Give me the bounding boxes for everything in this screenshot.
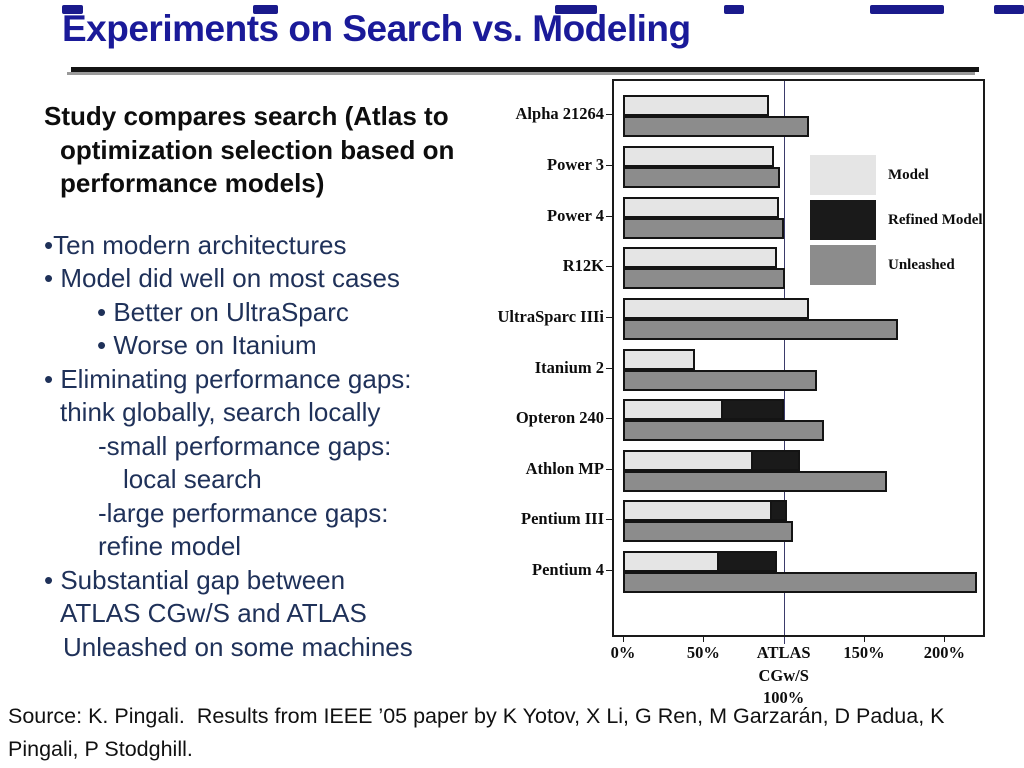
bar-unleashed-2 xyxy=(623,217,784,239)
bar-model-3 xyxy=(623,247,778,269)
category-label: Power 4 xyxy=(547,205,604,225)
body-heading-line: Study compares search (Atlas to xyxy=(44,101,449,131)
category-label: Opteron 240 xyxy=(515,408,604,428)
bar-unleashed-0 xyxy=(623,116,810,138)
bar-unleashed-8 xyxy=(623,521,794,543)
body-bullet-line: • Model did well on most cases xyxy=(44,263,400,293)
category-label: Pentium 4 xyxy=(532,560,604,580)
body-spacer xyxy=(44,201,514,229)
body-heading-line: optimization selection based on xyxy=(60,134,455,165)
legend-label: Refined Model xyxy=(888,212,983,228)
top-border-dash xyxy=(253,5,278,14)
y-axis-tick xyxy=(606,367,612,369)
bar-refined-model-6 xyxy=(720,399,784,421)
bar-model-1 xyxy=(623,145,775,167)
top-border-dash xyxy=(62,5,83,14)
body-bullet-line: local search xyxy=(123,464,262,494)
body-bullet-line: -large performance gaps: xyxy=(98,497,389,528)
body-bullet-line: • Eliminating performance gaps: xyxy=(44,363,412,394)
bar-model-9 xyxy=(623,551,720,573)
body-bullet-line: ATLAS CGw/S and ATLAS xyxy=(60,598,367,628)
bar-refined-model-7 xyxy=(751,449,800,471)
category-label: Pentium III xyxy=(521,509,604,529)
body-bullet-line: Unleashed on some machines xyxy=(63,631,413,662)
bar-unleashed-9 xyxy=(623,572,977,594)
bar-unleashed-7 xyxy=(623,470,887,492)
category-label: UltraSparc IIIi xyxy=(497,306,605,326)
body-bullet-line: think globally, search locally xyxy=(60,397,381,427)
top-border-dash xyxy=(994,5,1024,14)
bar-unleashed-4 xyxy=(623,318,898,340)
y-axis-tick xyxy=(606,114,612,116)
bar-model-5 xyxy=(623,348,696,370)
y-axis-tick xyxy=(606,164,612,166)
legend-swatch-model xyxy=(810,155,876,195)
y-axis-tick xyxy=(606,266,612,268)
bar-unleashed-3 xyxy=(623,268,786,290)
reference-line-100pct xyxy=(783,81,785,635)
x-axis-tick xyxy=(783,637,785,644)
title-underline-shadow xyxy=(67,72,975,75)
slide-title: Experiments on Search vs. Modeling xyxy=(62,8,691,49)
y-axis-tick xyxy=(606,215,612,217)
body-bullet-line: • Better on UltraSparc xyxy=(97,296,349,327)
category-label: Power 3 xyxy=(547,154,604,174)
x-axis-tick xyxy=(864,637,866,642)
category-label: Alpha 21264 xyxy=(515,104,604,124)
bar-model-6 xyxy=(623,399,723,421)
category-label: Athlon MP xyxy=(525,458,604,478)
x-axis-tick xyxy=(944,637,946,642)
bar-model-2 xyxy=(623,196,779,218)
top-border-dash xyxy=(870,5,944,14)
bar-model-4 xyxy=(623,297,810,319)
y-axis-tick xyxy=(606,418,612,420)
title-underline-black xyxy=(71,67,979,72)
body-text-block: Study compares search (Atlas to optimizat… xyxy=(44,100,514,664)
bar-model-0 xyxy=(623,95,770,117)
x-axis-tick xyxy=(703,637,705,642)
x-axis-tick-label: 150% xyxy=(843,643,885,662)
legend-swatch-refined-model xyxy=(810,200,876,240)
top-border-dash xyxy=(724,5,744,14)
x-axis-tick-label: 200% xyxy=(923,643,966,662)
y-axis-tick xyxy=(606,316,612,318)
bar-refined-model-9 xyxy=(717,551,778,573)
bar-refined-model-8 xyxy=(770,500,787,522)
bar-model-8 xyxy=(623,500,773,522)
top-border-dash xyxy=(555,5,597,14)
body-bullet-line: • Worse on Itanium xyxy=(97,330,317,360)
y-axis-tick xyxy=(606,519,612,521)
legend-label: Model xyxy=(888,167,929,183)
bar-model-7 xyxy=(623,449,754,471)
x-axis-tick-label: 0% xyxy=(610,643,636,662)
category-label: Itanium 2 xyxy=(534,357,604,377)
y-axis-tick xyxy=(606,570,612,572)
bar-unleashed-5 xyxy=(623,369,818,391)
legend-label: Unleashed xyxy=(888,257,955,273)
x-axis-tick-label: ATLAS CGw/S 100% xyxy=(756,643,811,707)
bar-unleashed-1 xyxy=(623,166,781,188)
legend-swatch-unleashed xyxy=(810,245,876,285)
body-bullet-line: refine model xyxy=(98,531,242,561)
body-bullet-line: •Ten modern architectures xyxy=(44,229,347,260)
body-bullet-line: • Substantial gap between xyxy=(44,564,346,595)
source-citation: Source: K. Pingali. Results from IEEE ’0… xyxy=(8,704,951,761)
x-axis-tick xyxy=(623,637,624,642)
category-label: R12K xyxy=(562,256,604,276)
y-axis-tick xyxy=(606,468,612,470)
body-bullet-line: -small performance gaps: xyxy=(98,430,392,461)
bar-unleashed-6 xyxy=(623,420,824,442)
x-axis-tick-label: 50% xyxy=(686,643,720,662)
body-heading-line: performance models) xyxy=(60,168,325,198)
plot-area: Model Refined Model Unleashed xyxy=(612,79,985,637)
